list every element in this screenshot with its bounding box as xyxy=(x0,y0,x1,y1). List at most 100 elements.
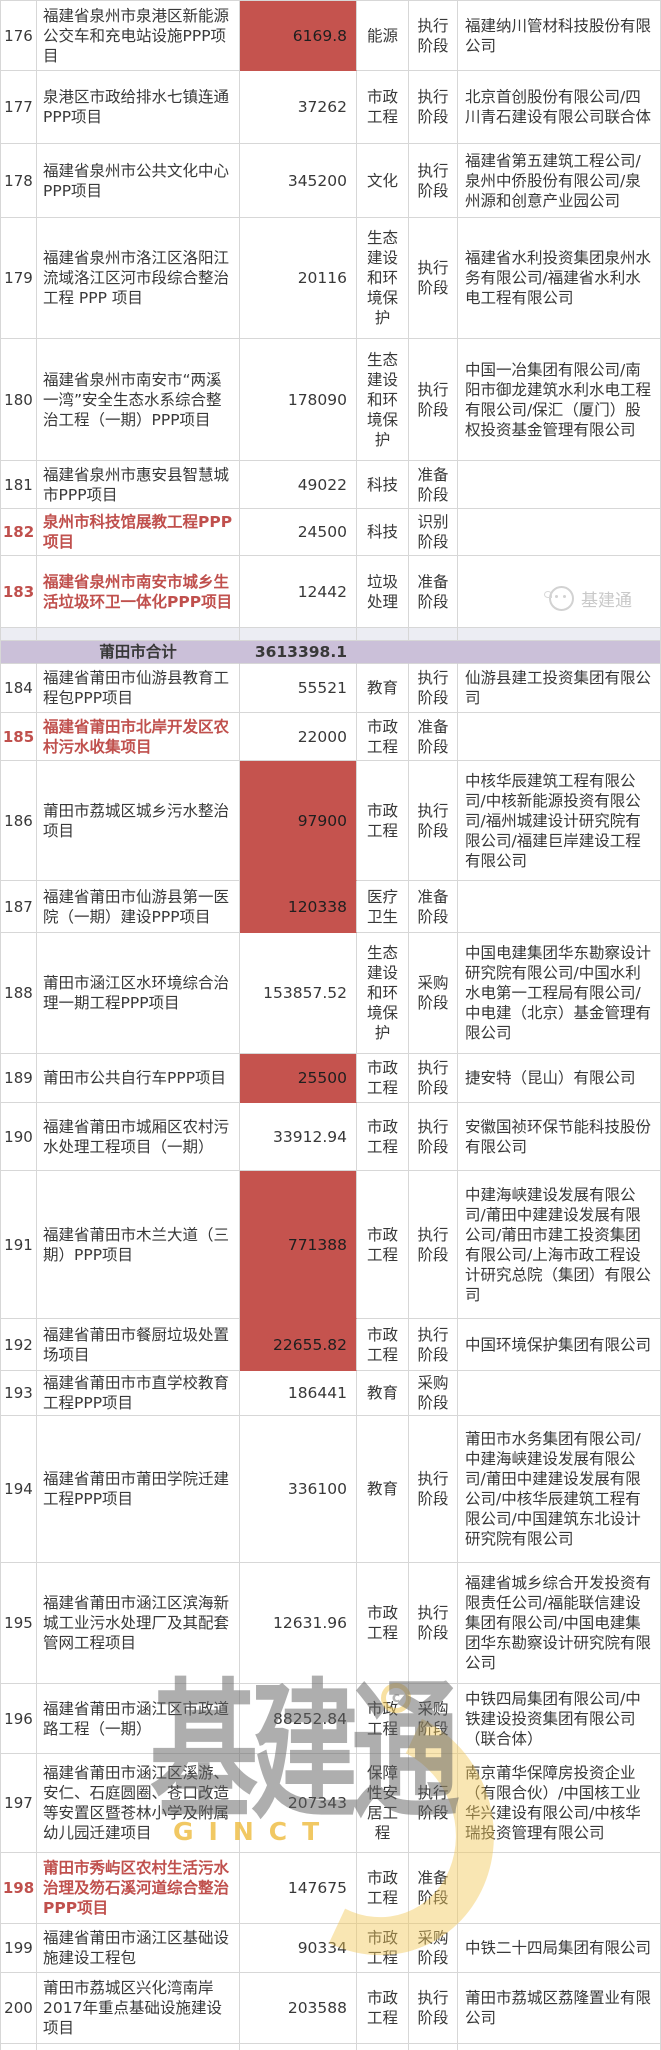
separator-cell xyxy=(357,628,409,641)
industry-label: 科技 xyxy=(366,523,398,541)
investment-amount: 33912.94 xyxy=(273,1127,347,1146)
row-number-cell: 196 xyxy=(1,1684,37,1754)
investment-amount-cell: 6169.8 xyxy=(240,1,357,71)
project-name-cell: 福建省莆田市北岸开发区农村污水收集项目 xyxy=(37,713,240,761)
investment-amount: 25500 xyxy=(297,1069,347,1087)
investment-amount-cell: 25500 xyxy=(240,1054,357,1103)
project-name-cell: 莆田市涵江区水环境综合治理一期工程PPP项目 xyxy=(37,933,240,1054)
industry-label: 文化 xyxy=(366,171,398,190)
industry-cell: 教育 xyxy=(357,1416,409,1563)
row-number-cell: 199 xyxy=(1,1924,37,1973)
table-row: 192 福建省莆田市餐厨垃圾处置场项目 22655.82 市政工程 执行阶段 中… xyxy=(1,1319,661,1371)
stage-cell: 执行阶段 xyxy=(409,144,458,218)
investment-amount-cell: 20116 xyxy=(240,218,357,339)
row-number: 199 xyxy=(4,1939,33,1957)
total-row-empty-cell xyxy=(1,641,37,664)
industry-cell: 保障性安居工程 xyxy=(357,1754,409,1853)
table-row: 199 福建省莆田市涵江区基础设施建设工程包 90334 市政工程 采购阶段 中… xyxy=(1,1924,661,1973)
project-name-cell: 福建省泉州市南安市城乡生活垃圾环卫一体化PPP项目 xyxy=(37,556,240,628)
row-number: 186 xyxy=(4,811,33,830)
investor-cell: 北京首创股份有限公司/四川青石建设有限公司联合体 xyxy=(458,71,661,144)
table-row: 193 福建省莆田市市直学校教育工程PPP项目 186441 教育 采购阶段 xyxy=(1,1371,661,1416)
project-name-cell: 福建省莆田市仙游县第一医院（一期）建设PPP项目 xyxy=(37,881,240,933)
investor-names: 中国电建集团华东勘察设计研究院有限公司/中国水利水电第一工程局有限公司/中电建（… xyxy=(465,944,652,1042)
row-number-cell: 188 xyxy=(1,933,37,1054)
investor-names: 北京首创股份有限公司/四川青石建设有限公司联合体 xyxy=(465,88,652,126)
investor-cell: 福建省水利投资集团泉州水务有限公司/福建省水利水电工程有限公司 xyxy=(458,218,661,339)
table-row: 187 福建省莆田市仙游县第一医院（一期）建设PPP项目 120338 医疗卫生… xyxy=(1,881,661,933)
stage-cell: 执行阶段 xyxy=(409,1754,458,1853)
table-row: 183 福建省泉州市南安市城乡生活垃圾环卫一体化PPP项目 12442 垃圾处理… xyxy=(1,556,661,628)
row-number-cell: 186 xyxy=(1,761,37,881)
investment-amount-cell: 771388 xyxy=(240,1171,357,1319)
row-number-cell: 198 xyxy=(1,1853,37,1924)
row-number: 193 xyxy=(4,1384,33,1402)
investment-amount: 207343 xyxy=(287,1794,347,1812)
industry-label: 垃圾处理 xyxy=(366,572,398,611)
investor-names: 福建省水利投资集团泉州水务有限公司/福建省水利水电工程有限公司 xyxy=(465,249,652,307)
row-number-cell: 178 xyxy=(1,144,37,218)
row-number: 187 xyxy=(4,897,33,916)
industry-cell: 市政工程 xyxy=(357,1853,409,1924)
stage-cell: 执行阶段 xyxy=(409,1973,458,2044)
investment-amount-cell: 33912.94 xyxy=(240,1103,357,1171)
project-name: 福建省莆田市仙游县第一医院（一期）建设PPP项目 xyxy=(43,887,230,926)
row-number: 197 xyxy=(4,1794,33,1812)
separator-cell xyxy=(1,628,37,641)
stage-cell: 执行阶段 xyxy=(409,1416,458,1563)
industry-label: 市政工程 xyxy=(366,1225,398,1264)
row-number: 180 xyxy=(4,390,33,409)
project-name: 福建省泉州市泉港区新能源公交车和充电站设施PPP项目 xyxy=(43,6,230,65)
investor-names: 中核华辰建筑工程有限公司/中核新能源投资有限公司/福州城建设计研究院有限公司/福… xyxy=(465,771,641,870)
stage-cell: 执行阶段 xyxy=(409,1319,458,1371)
project-name: 福建省莆田市莆田学院迁建工程PPP项目 xyxy=(43,1470,230,1508)
row-number: 184 xyxy=(4,679,33,697)
stage-label: 执行阶段 xyxy=(417,88,449,126)
investor-names: 中铁四局集团有限公司/中铁建设投资集团有限公司（联合体） xyxy=(465,1689,641,1748)
stage-cell: 准备阶段 xyxy=(409,881,458,933)
row-number: 195 xyxy=(4,1614,33,1632)
stage-label: 执行阶段 xyxy=(417,801,449,840)
investor-names: 中铁二十四局集团有限公司 xyxy=(465,1939,652,1957)
table-row: 194 福建省莆田市莆田学院迁建工程PPP项目 336100 教育 执行阶段 莆… xyxy=(1,1416,661,1563)
industry-cell: 垃圾处理 xyxy=(357,556,409,628)
investor-cell xyxy=(458,556,661,628)
table-row: 184 福建省莆田市仙游县教育工程包PPP项目 55521 教育 执行阶段 仙游… xyxy=(1,664,661,713)
industry-label: 市政工程 xyxy=(366,1325,398,1364)
investor-names: 中国一冶集团有限公司/南阳市御龙建筑水利水电工程有限公司/保汇（厦门）股权投资基… xyxy=(465,360,652,439)
row-number-cell: 192 xyxy=(1,1319,37,1371)
investment-amount: 88252.84 xyxy=(273,1709,347,1728)
row-number-cell: 184 xyxy=(1,664,37,713)
row-number-cell: 197 xyxy=(1,1754,37,1853)
investment-amount-cell: 12442 xyxy=(240,556,357,628)
separator-cell xyxy=(409,628,458,641)
investor-cell xyxy=(458,713,661,761)
investor-cell: 中国电建集团华东勘察设计研究院有限公司/中国水利水电第一工程局有限公司/中电建（… xyxy=(458,933,661,1054)
row-number-cell: 194 xyxy=(1,1416,37,1563)
table-row: 196 福建省莆田市涵江区市政道路工程（一期） 88252.84 市政工程 采购… xyxy=(1,1684,661,1754)
project-name: 福建省莆田市城厢区农村污水处理工程项目（一期） xyxy=(43,1117,230,1156)
investment-amount: 153857.52 xyxy=(263,984,347,1002)
industry-cell: 生态建设和环境保护 xyxy=(357,339,409,461)
project-name-cell: 福建省泉州市公共文化中心PPP项目 xyxy=(37,144,240,218)
stage-cell: 识别阶段 xyxy=(409,509,458,556)
stage-label: 执行阶段 xyxy=(417,1604,449,1642)
project-name-cell: 福建省莆田市涵江区滨海新城工业污水处理厂及其配套管网工程项目 xyxy=(37,1563,240,1684)
project-name-cell: 福建省莆田市莆田学院迁建工程PPP项目 xyxy=(37,1416,240,1563)
project-name: 福建省莆田市涵江区市政道路工程（一期） xyxy=(43,1699,230,1738)
investment-amount-cell: 37262 xyxy=(240,71,357,144)
total-row-label-cell: 莆田市合计 xyxy=(37,641,240,664)
row-number: 198 xyxy=(2,1879,35,1897)
investment-amount: 97900 xyxy=(297,811,347,830)
investor-cell xyxy=(458,509,661,556)
investor-names: 捷安特（昆山）有限公司 xyxy=(465,1069,636,1087)
investment-amount: 22655.82 xyxy=(273,1335,347,1354)
row-number: 179 xyxy=(4,269,33,287)
investment-amount: 203588 xyxy=(287,1999,347,2017)
stage-cell: 执行阶段 xyxy=(409,1054,458,1103)
stage-cell: 执行阶段 xyxy=(409,1171,458,1319)
table-row: 190 福建省莆田市城厢区农村污水处理工程项目（一期） 33912.94 市政工… xyxy=(1,1103,661,1171)
row-number-cell: 191 xyxy=(1,1171,37,1319)
project-name: 莆田市涵江区水环境综合治理一期工程PPP项目 xyxy=(43,974,230,1012)
